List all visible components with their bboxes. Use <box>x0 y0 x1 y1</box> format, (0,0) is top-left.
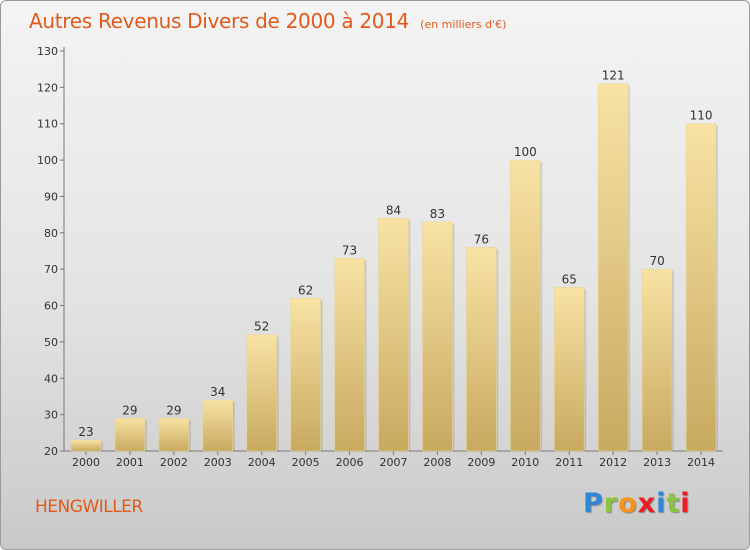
data-label-2005: 62 <box>298 283 313 297</box>
data-label-2001: 29 <box>122 403 137 417</box>
x-tick-label: 2006 <box>336 456 364 469</box>
y-tick-label: 20 <box>44 445 58 458</box>
chart-title: Autres Revenus Divers de 2000 à 2014 <box>29 9 410 33</box>
x-tick-label: 2013 <box>643 456 671 469</box>
data-label-2009: 76 <box>474 232 489 246</box>
bar-2001 <box>114 417 146 452</box>
y-tick-label: 130 <box>37 45 58 58</box>
bar-2009 <box>466 247 497 452</box>
x-tick-label: 2000 <box>72 456 100 469</box>
data-label-2002: 29 <box>166 403 181 417</box>
bar-2013 <box>641 268 673 452</box>
y-tick-label: 30 <box>44 409 58 422</box>
x-tick-label: 2012 <box>599 456 627 469</box>
data-label-2000: 23 <box>78 425 93 439</box>
bar-2006 <box>334 257 365 452</box>
bar-2010 <box>510 159 541 452</box>
y-tick-label: 100 <box>37 154 58 167</box>
x-tick-label: 2004 <box>248 456 276 469</box>
y-tick-label: 90 <box>44 190 58 203</box>
commune-name: HENGWILLER <box>35 497 143 517</box>
chart-axes: 20 30 40 50 60 70 80 90 100 110 120 130 2000 2001 2002… <box>37 45 723 469</box>
x-tick-label: 2014 <box>687 456 715 469</box>
y-tick-label: 60 <box>44 300 58 313</box>
data-label-2011: 65 <box>562 272 577 286</box>
chart-bars <box>70 83 718 452</box>
x-tick-label: 2010 <box>511 456 539 469</box>
bar-2005 <box>290 297 321 452</box>
bar-2014 <box>685 123 717 452</box>
y-tick-label: 110 <box>37 118 58 131</box>
bar-2007 <box>378 217 409 452</box>
proxiti-logo: Proxiti <box>583 488 691 519</box>
x-tick-label: 2007 <box>380 456 408 469</box>
data-label-2008: 83 <box>430 207 445 221</box>
y-tick-label: 40 <box>44 372 58 385</box>
data-label-2003: 34 <box>210 385 225 399</box>
y-tick-label: 120 <box>37 81 58 94</box>
bar-2000 <box>70 439 102 452</box>
data-label-2012: 121 <box>602 69 625 83</box>
chart-title-row: Autres Revenus Divers de 2000 à 2014 (en… <box>29 9 506 33</box>
y-tick-label: 70 <box>44 263 58 276</box>
data-label-2007: 84 <box>386 203 401 217</box>
x-tick-label: 2011 <box>555 456 583 469</box>
data-label-2004: 52 <box>254 320 269 334</box>
data-label-2006: 73 <box>342 243 357 257</box>
data-label-2014: 110 <box>690 109 713 123</box>
bar-2004 <box>246 334 277 452</box>
chart-unit-note: (en milliers d'€) <box>420 18 507 31</box>
bar-2008 <box>422 221 453 452</box>
x-tick-label: 2002 <box>160 456 188 469</box>
bar-2003 <box>202 399 234 452</box>
x-tick-label: 2008 <box>423 456 451 469</box>
data-label-2013: 70 <box>649 254 664 268</box>
bar-2002 <box>158 417 190 452</box>
y-tick-label: 50 <box>44 336 58 349</box>
chart-data-labels: 23 29 29 34 52 62 73 84 83 76 100 65 121 70 110 <box>78 69 712 439</box>
bar-2011 <box>553 287 585 452</box>
bar-2012 <box>597 83 629 452</box>
x-tick-label: 2009 <box>467 456 495 469</box>
y-tick-label: 80 <box>44 227 58 240</box>
x-tick-label: 2001 <box>116 456 144 469</box>
x-tick-label: 2005 <box>292 456 320 469</box>
x-tick-label: 2003 <box>204 456 232 469</box>
data-label-2010: 100 <box>514 145 537 159</box>
